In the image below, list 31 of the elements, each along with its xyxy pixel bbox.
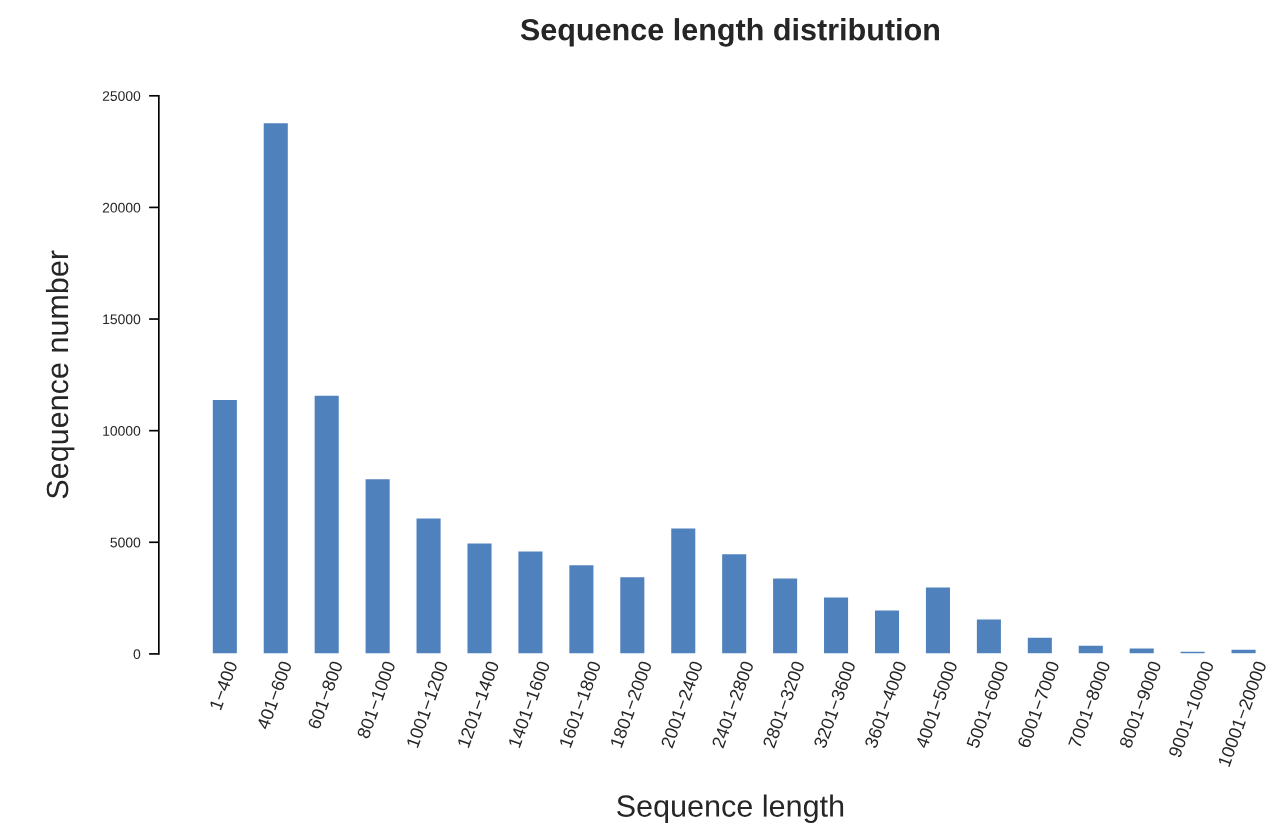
bar [262, 121, 290, 654]
bar [1128, 647, 1156, 654]
bar [873, 609, 901, 654]
bar [975, 618, 1003, 654]
y-tick-label: 15000 [103, 314, 141, 325]
y-tick-label: 10000 [103, 426, 141, 436]
bar [466, 542, 493, 654]
bar [364, 477, 392, 654]
y-axis-title: Sequence number [45, 250, 75, 499]
bar [517, 550, 544, 654]
bar [1230, 648, 1257, 654]
bar [211, 398, 239, 654]
bar [1026, 636, 1054, 654]
bar [720, 552, 748, 654]
y-tick-label: 0 [133, 649, 141, 660]
bar [771, 577, 799, 654]
y-tick-label: 5000 [110, 537, 141, 548]
x-tick-label: 1−400 [209, 660, 238, 711]
bar [1077, 644, 1105, 654]
bar [669, 527, 697, 654]
bar [415, 517, 442, 654]
bar [822, 596, 850, 654]
bar [1179, 650, 1207, 654]
x-axis-title: Sequence length [617, 794, 844, 823]
y-tick-label: 20000 [102, 202, 141, 213]
bar [567, 563, 595, 654]
bar [313, 394, 341, 654]
chart-title: Sequence length distribution [520, 18, 939, 47]
bar [924, 586, 952, 654]
y-tick-label: 25000 [102, 91, 141, 101]
bar [618, 575, 646, 654]
